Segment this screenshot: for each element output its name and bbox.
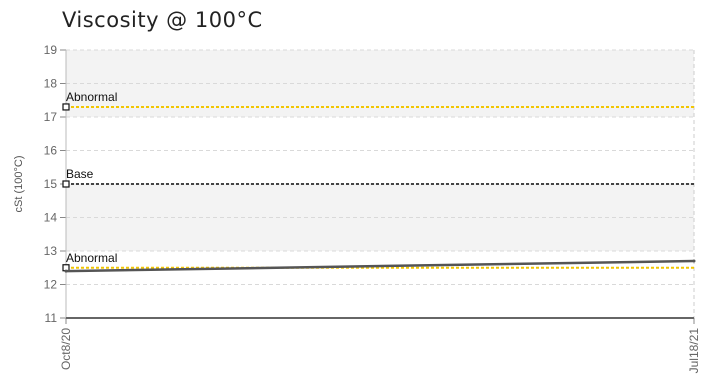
plot-band — [66, 83, 694, 117]
y-tick-label: 15 — [44, 177, 58, 191]
plot-band — [66, 150, 694, 184]
y-tick-label: 11 — [45, 311, 58, 325]
x-tick-label: Oct8/20 — [59, 328, 73, 370]
series-lines — [64, 259, 696, 273]
y-tick-label: 16 — [44, 144, 58, 158]
series-line — [65, 259, 695, 273]
plot-bands — [66, 50, 694, 318]
y-axis-title: cSt (100°C) — [13, 156, 25, 213]
reference-marker — [62, 180, 70, 188]
x-tick-label: Jul18/21 — [687, 328, 701, 374]
y-tick-label: 18 — [44, 77, 58, 91]
plot-band — [66, 284, 694, 318]
reference-label: Abnormal — [66, 251, 117, 265]
chart-title: Viscosity @ 100°C — [62, 8, 263, 32]
y-tick-label: 17 — [44, 110, 58, 124]
reference-label: Abnormal — [66, 90, 117, 104]
y-tick-label: 13 — [44, 244, 58, 258]
data-point — [64, 269, 68, 273]
plot-band — [66, 217, 694, 251]
reference-label: Base — [66, 167, 94, 181]
tick-labels: 11 12 13 14 15 16 17 18 19 Oct8/20 Jul18/21 cSt (10… — [13, 43, 701, 373]
reference-marker — [62, 103, 70, 111]
y-tick-label: 19 — [44, 43, 58, 57]
plot-band — [66, 50, 694, 84]
y-tick-label: 14 — [44, 211, 58, 225]
y-tick-label: 12 — [44, 278, 58, 292]
reference-lines: Abnormal Base Abnormal — [62, 90, 694, 272]
plot-band — [66, 184, 694, 218]
plot-band — [66, 117, 694, 151]
data-point — [692, 259, 696, 263]
plot-band — [66, 251, 694, 285]
